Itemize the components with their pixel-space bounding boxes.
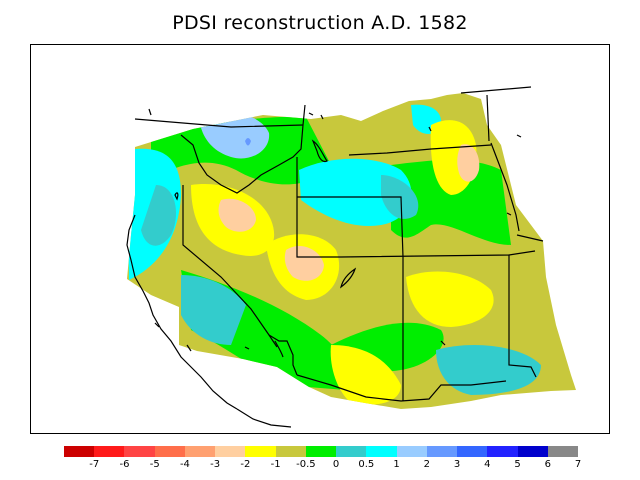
legend-label: -5 bbox=[149, 459, 160, 470]
field-teal-west bbox=[141, 185, 176, 246]
legend-swatch bbox=[396, 446, 428, 457]
field-peach-nevada bbox=[218, 198, 256, 232]
legend-label: -3 bbox=[210, 459, 221, 470]
lake-tahoe bbox=[274, 340, 284, 358]
island-4 bbox=[516, 134, 522, 138]
legend-swatch bbox=[336, 446, 367, 457]
island-7 bbox=[186, 344, 192, 352]
border-northeast-line bbox=[460, 86, 532, 94]
island-3 bbox=[320, 114, 324, 120]
legend-label: 6 bbox=[544, 459, 551, 470]
legend-swatch bbox=[517, 446, 549, 457]
border-montana-wyoming-north bbox=[348, 144, 492, 156]
legend-label: -4 bbox=[179, 459, 190, 470]
legend-swatch bbox=[366, 446, 398, 457]
border-northeast-vertical bbox=[486, 94, 490, 142]
legend-swatch bbox=[457, 446, 488, 457]
island-8 bbox=[244, 346, 250, 350]
field-peach-northeast bbox=[457, 144, 480, 182]
island-5 bbox=[428, 126, 432, 132]
coastline-west bbox=[126, 214, 238, 410]
legend-swatch bbox=[305, 446, 337, 457]
legend-label: 4 bbox=[484, 459, 491, 470]
legend-swatch bbox=[94, 446, 125, 457]
legend-label: -7 bbox=[89, 459, 100, 470]
border-southeast bbox=[516, 234, 544, 242]
border-nevada-california bbox=[182, 185, 278, 348]
border-dakota-line bbox=[490, 142, 520, 232]
legend-swatch bbox=[245, 446, 277, 457]
border-canada bbox=[134, 118, 304, 128]
border-utah-east bbox=[296, 157, 341, 258]
island-10 bbox=[506, 212, 512, 216]
border-arizona-west bbox=[268, 334, 298, 376]
legend-label: 0.5 bbox=[358, 459, 375, 470]
legend-swatch bbox=[215, 446, 246, 457]
legend-label: -6 bbox=[119, 459, 130, 470]
map-title: PDSI reconstruction A.D. 1582 bbox=[172, 12, 468, 34]
baja-coast bbox=[236, 408, 292, 428]
legend-label: -0.5 bbox=[296, 459, 316, 470]
border-colorado-north bbox=[297, 196, 404, 258]
border-idaho-montana bbox=[180, 104, 306, 194]
legend-label: 3 bbox=[453, 459, 461, 470]
legend-swatch bbox=[184, 446, 216, 457]
field-yellow-south bbox=[330, 345, 401, 405]
legend-label: -2 bbox=[240, 459, 251, 470]
field-mid-blue-idaho bbox=[245, 138, 251, 146]
legend-swatch bbox=[547, 446, 579, 457]
legend-swatch bbox=[426, 446, 458, 457]
field-teal-southwest bbox=[181, 275, 246, 345]
lake-pyramid bbox=[174, 192, 179, 201]
map-boundaries bbox=[126, 86, 544, 428]
field-yellow-new-mexico bbox=[406, 271, 494, 327]
legend-swatch bbox=[154, 446, 186, 457]
island-9 bbox=[440, 340, 446, 346]
legend-swatch bbox=[275, 446, 307, 457]
lake-great-salt bbox=[311, 139, 328, 163]
legend-label: 5 bbox=[514, 459, 521, 470]
legend-swatch bbox=[487, 446, 519, 457]
field-teal-new-mexico bbox=[436, 345, 541, 395]
border-new-mexico-east bbox=[508, 255, 537, 378]
border-arizona-mexico bbox=[296, 374, 507, 402]
island-6 bbox=[154, 322, 160, 328]
legend-label: -1 bbox=[270, 459, 281, 470]
map-frame bbox=[30, 44, 610, 434]
pdsi-map bbox=[126, 86, 576, 428]
field-green-east bbox=[391, 160, 511, 245]
legend-swatch bbox=[64, 446, 95, 457]
island-2 bbox=[308, 112, 314, 116]
color-legend: -7 -6 -5 -4 -3 -2 -1 -0.5 0 0.5 1 2 3 4 5 6 7 bbox=[0, 444, 640, 480]
legend-label: 7 bbox=[574, 459, 582, 470]
legend-label: 1 bbox=[393, 459, 400, 470]
island-1 bbox=[148, 108, 152, 116]
field-peach-utah bbox=[284, 245, 324, 281]
lake-flathead bbox=[340, 267, 357, 289]
legend-label: 0 bbox=[332, 459, 340, 470]
legend-label: 2 bbox=[423, 459, 430, 470]
legend-swatch bbox=[124, 446, 156, 457]
